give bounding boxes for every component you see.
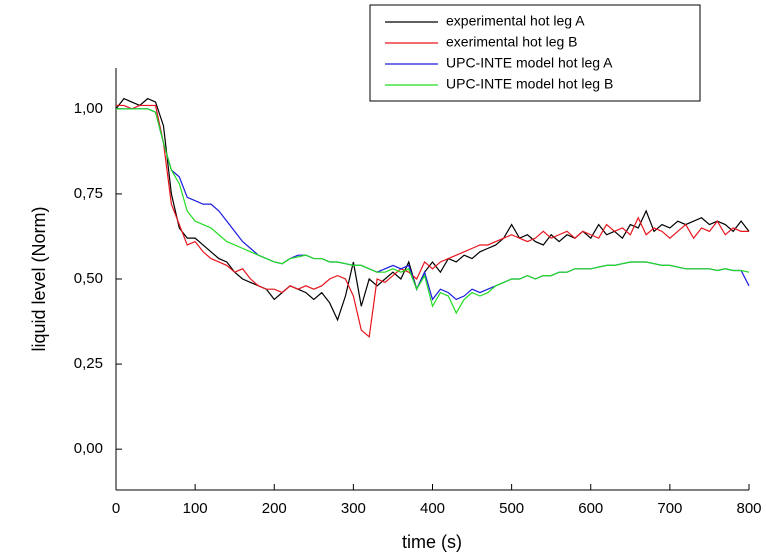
x-tick-label: 300 — [341, 500, 366, 517]
x-tick-label: 700 — [657, 500, 682, 517]
x-tick-label: 500 — [499, 500, 524, 517]
x-tick-label: 200 — [262, 500, 287, 517]
series-line — [116, 104, 749, 339]
y-tick-label: 0,00 — [74, 440, 103, 457]
x-tick-label: 600 — [578, 500, 603, 517]
legend-label: exerimental hot leg B — [446, 34, 578, 50]
x-tick-label: 800 — [736, 500, 761, 517]
x-tick-label: 100 — [183, 500, 208, 517]
series-line — [116, 108, 750, 301]
legend-label: UPC-INTE model hot leg B — [446, 76, 613, 92]
y-tick-label: 0,75 — [74, 185, 103, 202]
y-axis-label: liquid level (Norm) — [29, 206, 49, 351]
x-axis-label: time (s) — [402, 532, 462, 552]
y-tick-label: 1,00 — [74, 100, 103, 117]
legend-label: experimental hot leg A — [446, 13, 585, 29]
y-tick-label: 0,25 — [74, 355, 103, 372]
series-line — [115, 97, 750, 322]
x-tick-label: 0 — [112, 500, 120, 517]
x-tick-label: 400 — [420, 500, 445, 517]
series-line — [116, 108, 750, 315]
y-tick-label: 0,50 — [74, 270, 103, 287]
legend-label: UPC-INTE model hot leg A — [446, 55, 613, 71]
